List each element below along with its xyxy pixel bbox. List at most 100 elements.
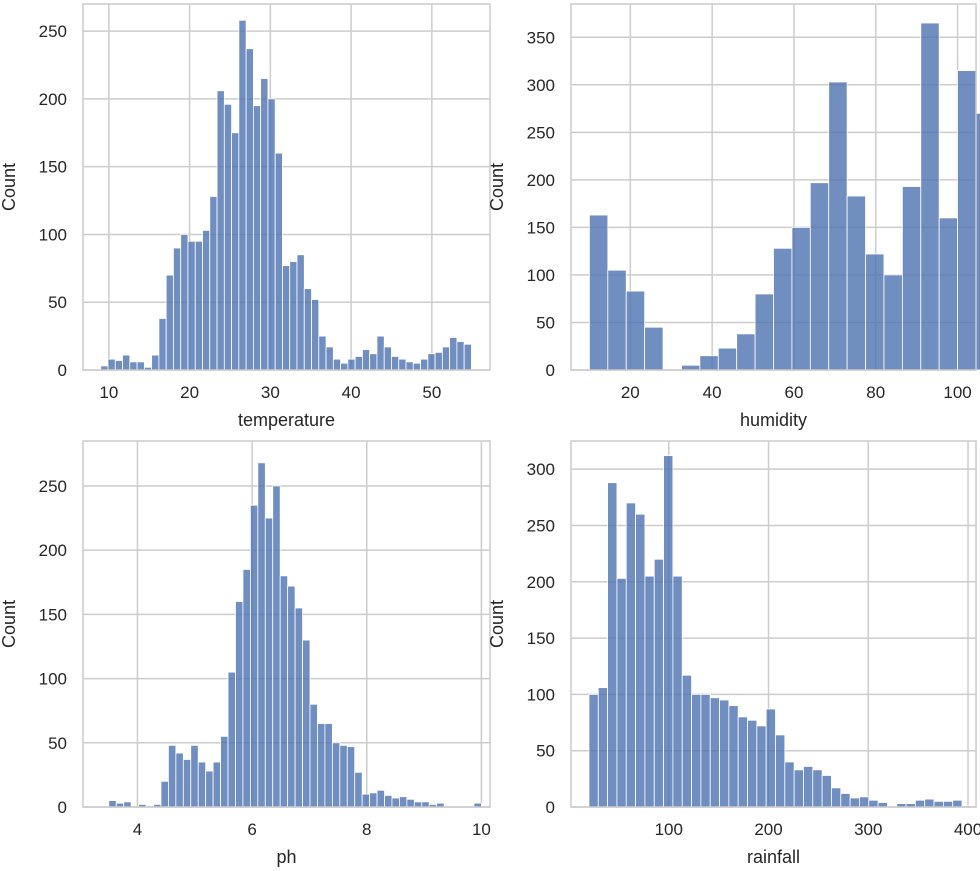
histogram-bar [339,744,348,808]
histogram-bar [784,761,795,808]
histogram-bar [136,361,145,371]
histogram-bar [809,182,830,371]
histogram-bar [933,800,944,808]
histogram-bar [227,671,236,808]
histogram-bar [123,801,132,808]
x-axis-label: ph [276,847,296,867]
histogram-bar [289,261,298,371]
histogram-bar [736,333,756,371]
y-tick-label: 100 [527,266,555,285]
histogram-bar [709,697,720,808]
x-tick-label: 400 [954,820,980,839]
y-tick-label: 50 [48,293,67,312]
histogram-bar [317,723,326,808]
histogram-bar [160,780,169,808]
x-tick-label: 40 [342,383,361,402]
histogram-bar [108,800,117,808]
histogram-bar [449,337,458,371]
histogram-bar [859,796,870,808]
y-tick-label: 50 [536,313,555,332]
y-tick-label: 0 [58,361,67,380]
y-tick-label: 50 [48,734,67,753]
histogram-bar [644,575,655,808]
histogram-bar [282,265,291,371]
histogram-bar [331,742,341,808]
histogram-bar [588,693,599,808]
plot-frame [82,3,491,371]
histogram-bar [663,455,674,808]
histogram-bar [616,577,627,808]
histogram-bar [190,744,199,808]
histogram-bar [691,693,702,808]
histogram-bar [775,734,786,808]
histogram-bar [719,699,730,808]
histogram-bar [202,229,211,371]
histogram-bar [376,335,385,371]
histogram-bar [420,358,429,371]
histogram-bar [257,462,266,808]
histogram-bar [644,326,664,371]
histogram-bar [747,719,758,808]
x-tick-label: 6 [247,820,256,839]
y-axis-label: Count [0,163,19,211]
x-tick-label: 20 [180,383,199,402]
histogram-bar [607,482,618,808]
x-tick-label: 10 [99,383,118,402]
histogram-bar [831,787,842,808]
histogram-bar [376,789,385,808]
histogram-bar [441,346,451,371]
histogram-bar [405,361,414,371]
histogram-bar [625,502,636,808]
y-tick-label: 250 [527,123,555,142]
y-tick-label: 200 [39,90,67,109]
y-tick-label: 200 [39,541,67,560]
histogram-bar [728,705,739,808]
histogram-bar [369,353,378,371]
histogram-bar [840,793,851,808]
histogram-bar [463,343,472,371]
histogram-bar [173,247,182,371]
x-tick-label: 30 [261,383,280,402]
histogram-bar [309,703,318,808]
histogram-bar [803,766,814,808]
x-tick-label: 100 [943,383,971,402]
y-tick-label: 200 [527,171,555,190]
histogram-bar [413,801,423,808]
histogram-bar [399,796,408,808]
histogram-bar [914,799,926,808]
x-axis-label: humidity [740,410,807,430]
x-axis-label: rainfall [747,847,800,867]
histogram-bar [260,78,269,371]
histogram-bar [901,186,922,371]
x-tick-label: 60 [784,383,803,402]
x-tick-label: 8 [362,820,371,839]
histogram-bar [220,735,229,808]
histogram-bar [812,769,823,808]
y-tick-label: 300 [527,76,555,95]
histogram-bar [238,19,247,371]
histogram-bar [821,775,832,808]
histogram-bar [406,798,415,808]
histogram-bar [849,797,860,808]
x-tick-label: 300 [854,820,882,839]
histogram-bar [235,601,244,808]
y-tick-label: 250 [527,516,555,535]
histogram-bar [589,214,609,371]
y-tick-label: 200 [527,573,555,592]
histogram-bar [791,227,811,371]
histogram-bar [340,362,349,371]
histogram-bar [205,770,214,808]
x-tick-label: 80 [866,383,885,402]
histogram-bar [421,801,430,808]
x-tick-label: 50 [422,383,441,402]
histogram-bar [245,48,254,371]
plot-frame [570,3,977,371]
histogram-bar [252,105,262,371]
histogram-bar [846,195,866,371]
histogram-bar [354,356,363,371]
histogram-bar [311,299,320,371]
histogram-bar [920,22,940,371]
y-tick-label: 250 [39,477,67,496]
histogram-bar [354,771,363,808]
histogram-bar [765,708,776,808]
